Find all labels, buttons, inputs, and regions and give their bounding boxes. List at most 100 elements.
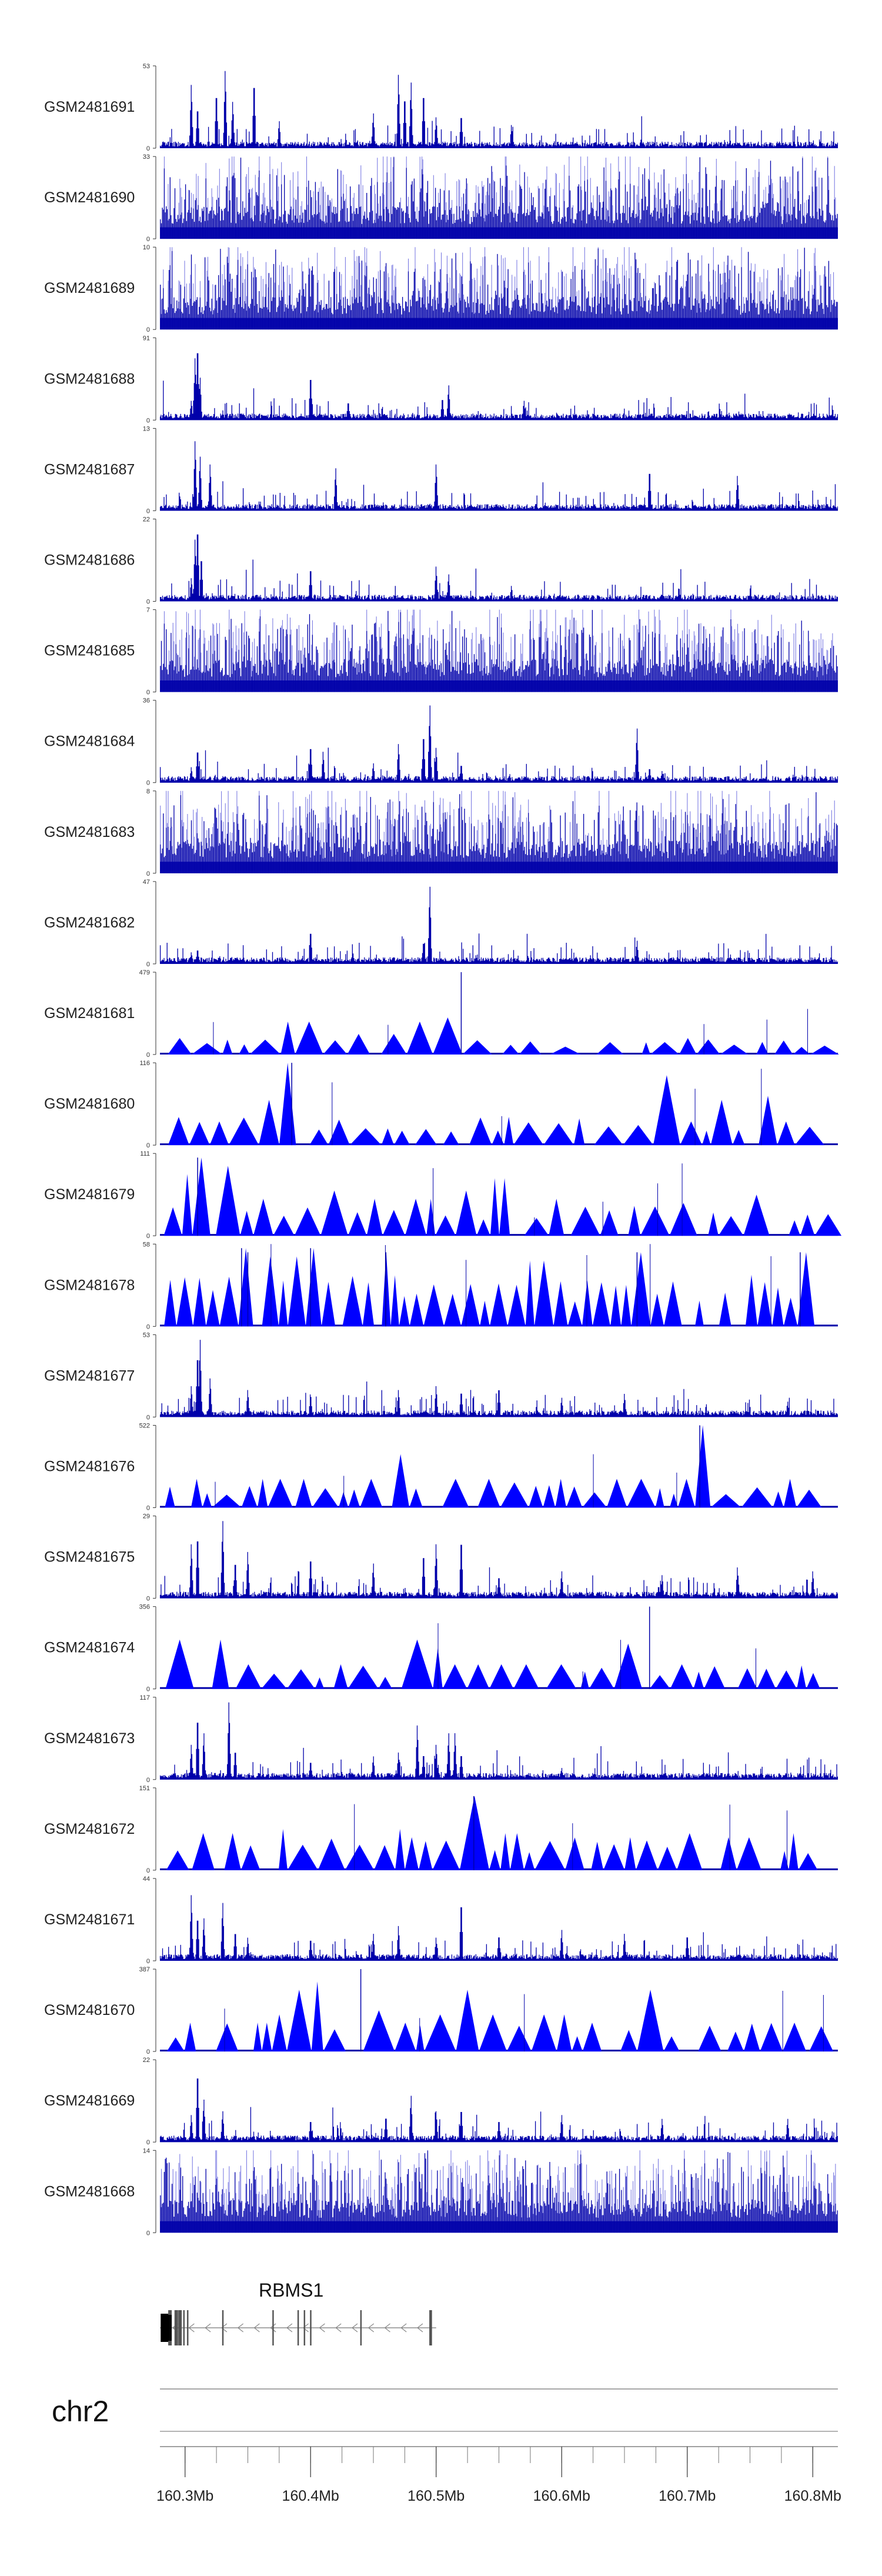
signal-peak	[312, 1488, 339, 1508]
signal-peak	[783, 1297, 798, 1327]
signal-peak	[176, 1277, 193, 1327]
signal-peak	[366, 1199, 383, 1236]
signal-spikes-faint	[161, 247, 834, 315]
y-min-label: 0	[146, 780, 150, 787]
signal-peak	[519, 1041, 542, 1055]
signal-peak	[550, 1046, 581, 1055]
y-max-label: 8	[146, 788, 150, 795]
y-max-label: 22	[143, 516, 150, 523]
y-min-label: 0	[146, 326, 150, 333]
signal-peak	[286, 1990, 312, 2052]
signal-peak	[295, 1479, 312, 1508]
signal-peak	[573, 1118, 585, 1146]
signal-floor	[160, 318, 838, 330]
signal-peak	[695, 1425, 711, 1508]
track-GSM2481671: GSM2481671 44 0	[44, 1876, 838, 1965]
strand-chevron	[384, 2323, 390, 2333]
y-min-label: 0	[146, 1596, 150, 1603]
x-axis-tick-label: 160.8Mb	[784, 2488, 841, 2504]
signal-peak	[405, 1837, 419, 1870]
signal-peak	[305, 1248, 322, 1327]
track-GSM2481675: GSM2481675 29 0	[44, 1513, 838, 1603]
y-min-label: 0	[146, 2048, 150, 2056]
signal-peak	[757, 1282, 773, 1327]
signal-peak	[543, 1123, 574, 1146]
signal-peak	[166, 2037, 185, 2052]
signal-peak	[783, 2023, 807, 2052]
signal-peak	[467, 1664, 490, 1689]
y-min-label: 0	[146, 1414, 150, 1421]
signal-peak	[461, 1284, 480, 1327]
signal-spikes-faint	[163, 609, 833, 678]
signal-peak	[405, 1199, 427, 1236]
x-axis-tick-label: 160.6Mb	[533, 2488, 590, 2504]
signal-histogram	[159, 705, 838, 783]
y-max-label: 117	[139, 1694, 150, 1701]
signal-peak	[480, 1300, 490, 1327]
y-max-label: 111	[140, 1150, 150, 1157]
baseline-strip	[160, 146, 838, 148]
signal-peak	[757, 1669, 776, 1689]
signal-peak	[262, 1256, 279, 1327]
signal-peak	[623, 1125, 653, 1146]
signal-spikes-faint	[160, 790, 835, 859]
signal-peak	[642, 1042, 650, 1055]
signal-peak	[315, 1677, 325, 1689]
signal-peak	[362, 1282, 375, 1327]
signal-histogram	[159, 353, 838, 421]
y-min-label: 0	[146, 236, 150, 243]
signal-peak	[163, 1207, 182, 1236]
signal-histogram	[159, 1702, 838, 1780]
signal-peak	[596, 1042, 624, 1055]
signal-floor	[160, 862, 838, 873]
signal-peak	[415, 1129, 437, 1146]
track-GSM2481669: GSM2481669 22 0	[44, 2057, 838, 2146]
signal-peak	[543, 1485, 556, 1508]
signal-peak	[534, 1841, 566, 1870]
signal-peak	[390, 1275, 399, 1327]
track-label: GSM2481682	[44, 915, 135, 931]
track-label: GSM2481671	[44, 1911, 135, 1928]
signal-peak	[363, 2010, 395, 2052]
signal-peak	[382, 1210, 405, 1236]
signal-peak	[655, 1488, 664, 1508]
track-GSM2481688: GSM2481688 91 0	[44, 335, 838, 424]
signal-peak	[164, 1280, 177, 1327]
signal-histogram	[159, 534, 838, 602]
track-GSM2481672: GSM2481672 151 0	[44, 1785, 838, 1874]
track-GSM2481677: GSM2481677 53 0	[44, 1332, 838, 1421]
signal-peak	[777, 1121, 795, 1146]
y-max-label: 47	[143, 879, 150, 886]
track-label: GSM2481680	[44, 1096, 135, 1112]
signal-peak	[614, 1643, 643, 1689]
signal-peak	[249, 1039, 281, 1055]
signal-peak	[278, 1828, 288, 1870]
signal-histogram	[159, 1895, 838, 1961]
track-label: GSM2481681	[44, 1005, 135, 1022]
signal-histogram	[160, 792, 838, 873]
signal-peak	[489, 1664, 514, 1689]
signal-peak	[456, 1990, 479, 2052]
signal-peak	[627, 1479, 656, 1508]
signal-peak	[419, 1841, 433, 1870]
track-label: GSM2481669	[44, 2093, 135, 2109]
signal-peak	[525, 1260, 534, 1327]
signal-peak	[320, 1190, 348, 1236]
track-GSM2481676: GSM2481676 522 0	[44, 1423, 838, 1512]
signal-peak	[477, 1479, 500, 1508]
signal-peak	[710, 1100, 733, 1146]
signal-peak	[594, 1126, 623, 1146]
signal-peak	[572, 2036, 583, 2052]
gene-exon	[183, 2310, 185, 2345]
signal-peak	[743, 1194, 770, 1236]
track-label: GSM2481690	[44, 189, 135, 206]
signal-peak	[669, 1493, 678, 1508]
signal-peak	[720, 1837, 737, 1870]
signal-peak	[416, 2025, 425, 2052]
signal-histogram	[159, 71, 838, 148]
signal-peak	[239, 1044, 250, 1055]
signal-peak	[702, 1130, 711, 1146]
baseline-strip	[160, 1053, 838, 1055]
signal-peak	[529, 1486, 543, 1508]
strand-chevron	[237, 2323, 244, 2333]
